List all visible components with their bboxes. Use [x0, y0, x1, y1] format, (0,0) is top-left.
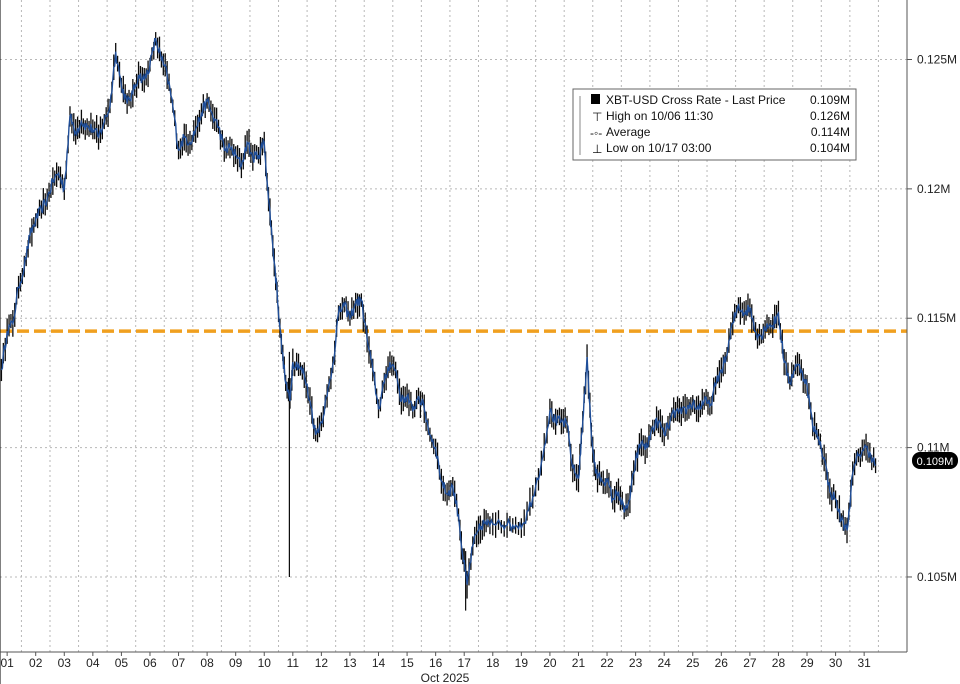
x-tick-label-10: 10 [258, 656, 272, 670]
x-tick-label-13: 13 [343, 656, 357, 670]
last-price-badge-label: 0.109M [917, 456, 954, 468]
legend-row-3-label: Average [606, 125, 651, 139]
legend-series-swatch [591, 94, 600, 104]
series-line [0, 37, 877, 585]
legend-high-glyph: ⊤ [592, 110, 602, 124]
y-tick-label-0.12M: 0.12M [917, 182, 950, 196]
x-tick-label-17: 17 [458, 656, 472, 670]
x-tick-label-24: 24 [658, 656, 672, 670]
x-tick-label-23: 23 [629, 656, 643, 670]
x-tick-label-16: 16 [429, 656, 443, 670]
legend-row-2-label: High on 10/06 11:30 [606, 109, 714, 123]
y-tick-label-0.11M: 0.11M [917, 441, 949, 455]
x-tick-label-09: 09 [229, 656, 243, 670]
legend-low-glyph: ⊥ [592, 142, 602, 156]
x-tick-label-04: 04 [86, 656, 100, 670]
x-tick-label-19: 19 [515, 656, 529, 670]
x-tick-label-01: 01 [0, 656, 14, 670]
y-tick-label-0.115M: 0.115M [917, 311, 956, 325]
x-tick-label-08: 08 [200, 656, 214, 670]
x-axis-ticks: 01 02 03 04 05 06 07 08 09 10 11 12 13 14 15 16 17 18 19 20… [0, 652, 871, 670]
legend-row-1-value: 0.109M [810, 93, 850, 107]
x-tick-label-20: 20 [543, 656, 557, 670]
x-tick-label-15: 15 [400, 656, 414, 670]
x-tick-label-25: 25 [686, 656, 700, 670]
x-tick-label-07: 07 [172, 656, 186, 670]
x-tick-label-29: 29 [800, 656, 814, 670]
x-tick-label-06: 06 [143, 656, 157, 670]
x-tick-label-14: 14 [372, 656, 386, 670]
legend-average-glyph: -◦- [590, 126, 602, 140]
x-tick-label-26: 26 [715, 656, 729, 670]
x-tick-label-21: 21 [572, 656, 586, 670]
x-tick-label-05: 05 [115, 656, 129, 670]
last-price-badge: 0.109M [912, 452, 958, 469]
legend-row-3-value: 0.114M [811, 125, 850, 139]
legend-row-1-label: XBT-USD Cross Rate - Last Price [606, 93, 786, 107]
y-tick-label-0.105M: 0.105M [917, 570, 957, 584]
y-tick-label-0.125M: 0.125M [917, 53, 957, 67]
legend-row-2-value: 0.126M [810, 109, 850, 123]
legend-box [572, 88, 857, 161]
x-tick-label-03: 03 [58, 656, 72, 670]
x-tick-label-22: 22 [600, 656, 614, 670]
legend-row-4-value: 0.104M [810, 141, 850, 155]
legend-row-4-label: Low on 10/17 03:00 [606, 141, 712, 155]
x-tick-label-28: 28 [772, 656, 786, 670]
series-layer [0, 37, 877, 585]
y-axis-ticks: 0.105M 0.11M 0.115M 0.12M 0.125M [907, 53, 957, 584]
x-month-label: Oct 2025 [421, 671, 470, 684]
vertical-gridlines [0, 0, 907, 652]
x-tick-label-11: 11 [287, 656, 300, 670]
x-tick-label-12: 12 [315, 656, 329, 670]
x-tick-label-30: 30 [829, 656, 843, 670]
x-tick-label-31: 31 [857, 656, 871, 670]
last-price-badge-bg [912, 452, 958, 469]
x-tick-label-27: 27 [743, 656, 757, 670]
chart-legend: ⊤ -◦- ⊥ XBT-USD Cross Rate - Last Price … [572, 88, 857, 161]
x-tick-label-18: 18 [486, 656, 500, 670]
x-tick-label-02: 02 [29, 656, 43, 670]
